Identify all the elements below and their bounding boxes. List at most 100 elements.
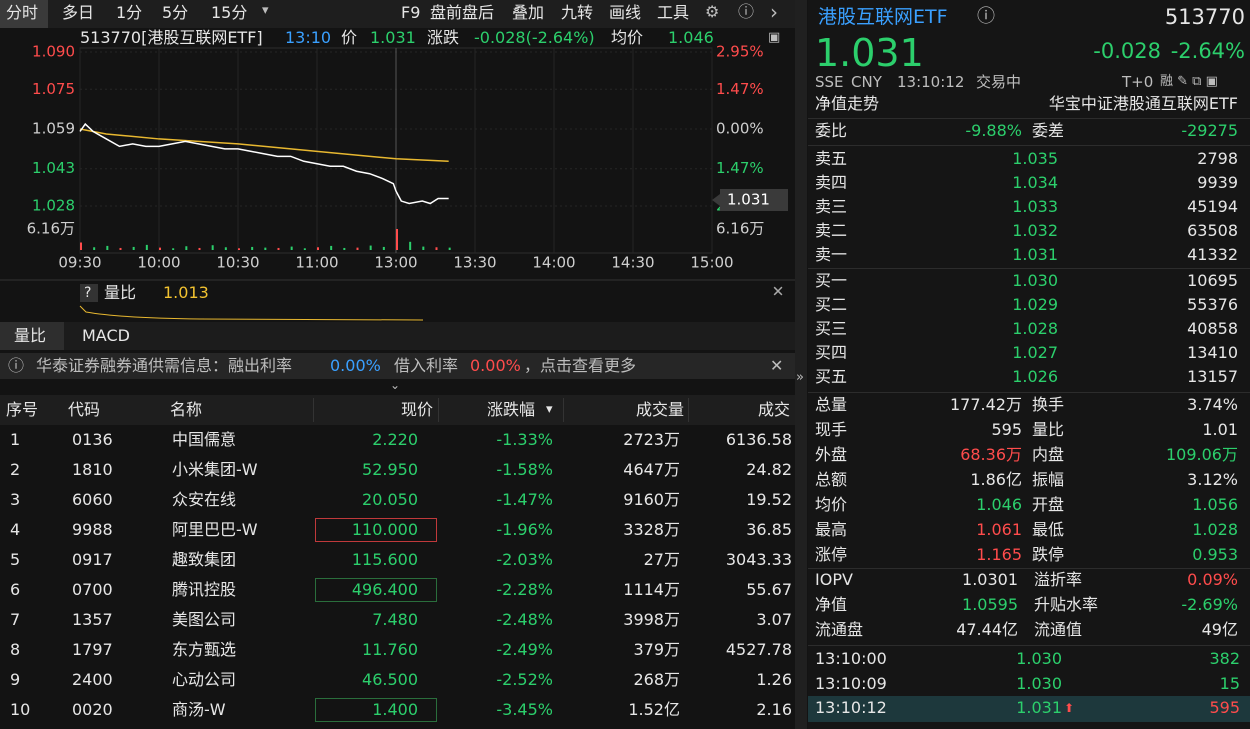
avg-line — [79, 128, 449, 163]
t0: T+0 — [1122, 72, 1154, 91]
table-cell[interactable]: 众安在线 — [172, 490, 237, 509]
column-header[interactable]: 涨跌幅 — [487, 400, 536, 419]
quote-icons[interactable]: 融 ✎ ⧉ ▣ — [1160, 74, 1218, 89]
table-cell[interactable]: 中国儒意 — [172, 430, 237, 449]
period-tab[interactable]: 15分 — [211, 3, 248, 22]
tool-button[interactable]: 盘前盘后 — [430, 3, 495, 22]
tool-button[interactable]: 九转 — [561, 3, 594, 22]
period-tab[interactable]: 多日 — [62, 3, 95, 22]
info-icon[interactable]: ⓘ — [8, 356, 25, 375]
book-label: 买一 — [815, 271, 848, 290]
volume-bar — [132, 246, 135, 250]
table-cell: 7.480 — [372, 610, 418, 629]
table-cell[interactable]: 商汤-W — [172, 700, 226, 719]
change: -0.028 — [1093, 38, 1161, 63]
book-volume: 41332 — [1187, 245, 1238, 264]
table-cell: 9 — [10, 670, 21, 689]
table-cell[interactable]: 东方甄选 — [172, 640, 237, 659]
stat-label: 现手 — [815, 420, 848, 439]
collapse-icon[interactable]: ⌄ — [390, 378, 401, 392]
volume-bar — [185, 246, 188, 250]
wp-icon[interactable]: ▣ — [768, 30, 781, 45]
avg: 1.046 — [668, 28, 714, 47]
tick-volume: 595 — [1209, 698, 1240, 717]
book-label: 买五 — [815, 367, 848, 386]
table-cell: 27万 — [643, 550, 680, 569]
sort-icon[interactable]: ▾ — [546, 402, 553, 417]
settings-icon[interactable]: ⚙ — [705, 2, 720, 21]
next-icon[interactable]: › — [770, 0, 778, 24]
notice-bar[interactable] — [0, 353, 795, 379]
column-header[interactable]: 现价 — [400, 400, 433, 419]
column-header[interactable]: 成交 — [757, 400, 790, 419]
table-cell[interactable]: 心动公司 — [172, 670, 237, 689]
nav-label: 流通盘 — [815, 620, 864, 639]
pct-label: 0.00% — [716, 120, 764, 138]
expand-arrow[interactable]: » — [796, 370, 804, 385]
book-volume: 13157 — [1187, 367, 1238, 386]
splitter[interactable] — [795, 0, 807, 729]
book-volume: 63508 — [1187, 221, 1238, 240]
tab-bar — [0, 322, 795, 350]
stat-value: 0.953 — [1192, 545, 1238, 564]
stat-value: 177.42万 — [950, 395, 1022, 414]
stat-value: 1.86亿 — [970, 470, 1022, 489]
table-cell[interactable]: 趣致集团 — [172, 550, 237, 569]
book-label: 卖三 — [815, 197, 848, 216]
volume-bar — [409, 241, 412, 250]
table-cell: 2 — [10, 460, 21, 479]
active-tab[interactable] — [0, 322, 64, 350]
tool-button[interactable]: 叠加 — [512, 3, 545, 22]
tool-button[interactable]: F9 — [401, 3, 421, 22]
x-tick-label: 09:30 — [58, 254, 101, 272]
tool-button[interactable]: 工具 — [657, 3, 690, 22]
more-periods[interactable]: ▾ — [262, 3, 269, 18]
table-cell[interactable]: 美图公司 — [172, 610, 237, 629]
table-cell[interactable]: 腾讯控股 — [172, 580, 237, 599]
divider — [808, 568, 1250, 569]
help-box — [80, 284, 98, 302]
table-cell: 4 — [10, 520, 21, 539]
active-tab[interactable] — [0, 0, 48, 28]
info-icon[interactable]: ⓘ — [977, 6, 995, 27]
tool-button[interactable]: 画线 — [609, 3, 642, 22]
book-label: 卖四 — [815, 173, 848, 192]
close-icon[interactable]: ✕ — [772, 283, 785, 301]
y-tick-label: 1.075 — [32, 80, 75, 98]
table-cell: 3.07 — [756, 610, 792, 629]
period-tab[interactable]: 5分 — [162, 3, 189, 22]
indicator-tab[interactable]: 量比 — [14, 326, 47, 345]
table-cell: 6 — [10, 580, 21, 599]
table-cell: 3328万 — [623, 520, 680, 539]
period-tab[interactable]: 1分 — [116, 3, 143, 22]
table-cell[interactable]: 阿里巴巴-W — [172, 520, 258, 539]
stat-label: 量比 — [1032, 420, 1065, 439]
table-cell: 110.000 — [351, 520, 418, 539]
table-cell: 10 — [10, 700, 31, 719]
table-cell: 379万 — [633, 640, 680, 659]
stat-value: 3.74% — [1187, 395, 1238, 414]
column-header[interactable]: 序号 — [6, 400, 39, 419]
help-icon[interactable]: ? — [84, 285, 92, 301]
tick-price: 1.030 — [1016, 673, 1062, 693]
column-header[interactable]: 名称 — [170, 400, 203, 419]
close-icon[interactable]: ✕ — [770, 356, 784, 375]
x-tick-label: 14:00 — [532, 254, 575, 272]
indicator-tab[interactable]: MACD — [82, 326, 130, 345]
table-cell: 0020 — [72, 700, 113, 719]
column-header[interactable]: 代码 — [68, 400, 101, 419]
help-icon[interactable]: ⓘ — [738, 2, 755, 21]
nav-link[interactable]: 净值走势 — [815, 94, 880, 113]
table-cell[interactable]: 小米集团-W — [172, 460, 258, 479]
up-arrow[interactable]: ⬆ — [1064, 701, 1075, 715]
table-cell: 1 — [10, 430, 21, 449]
table-cell: 3043.33 — [725, 550, 792, 569]
column-header[interactable]: 成交量 — [635, 400, 684, 419]
table-cell: -1.96% — [496, 520, 553, 539]
currency: CNY — [851, 72, 882, 91]
period-tab[interactable]: 分时 — [6, 3, 39, 22]
notice-text[interactable]: 华泰证券融券通供需信息：融出利率 — [36, 356, 293, 375]
volume-bar — [264, 247, 267, 250]
book-volume: 10695 — [1187, 271, 1238, 290]
table-cell: 3998万 — [623, 610, 680, 629]
